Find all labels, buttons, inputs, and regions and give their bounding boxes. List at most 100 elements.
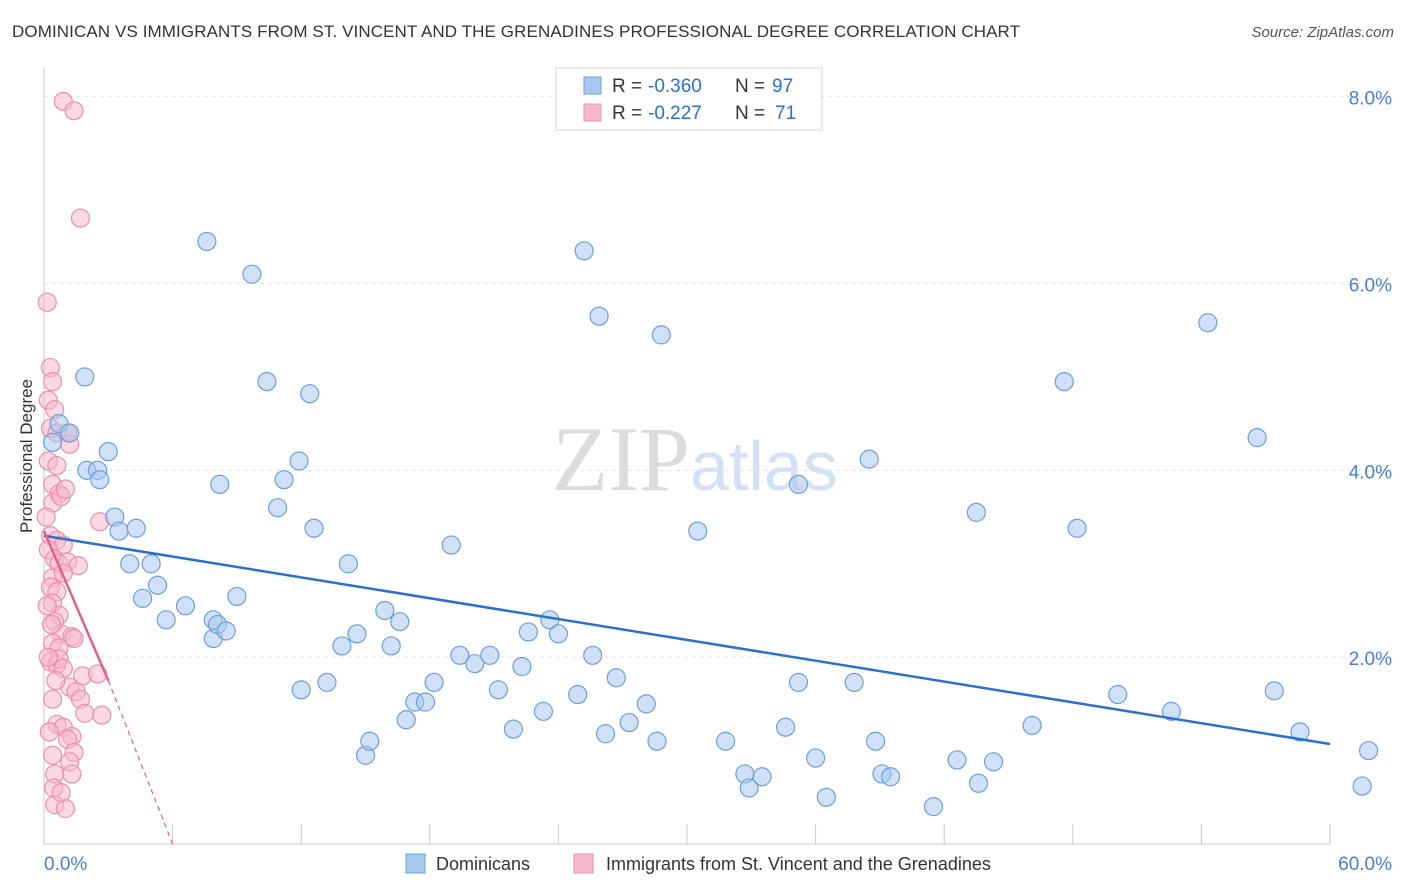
trend-line-immigrants bbox=[42, 530, 110, 682]
data-point-dominicans bbox=[966, 502, 986, 522]
data-point-dominicans bbox=[589, 306, 609, 326]
data-point-immigrants bbox=[55, 479, 76, 499]
stats-r-value-pink: -0.227 bbox=[648, 103, 702, 124]
stats-n-value-blue: 97 bbox=[772, 76, 793, 97]
data-point-dominicans bbox=[210, 474, 230, 494]
data-point-dominicans bbox=[647, 731, 667, 751]
y-tick-label: 6.0% bbox=[1349, 276, 1392, 297]
data-point-dominicans bbox=[688, 521, 708, 541]
data-point-dominicans bbox=[60, 423, 80, 443]
stats-n-label-pink: N = bbox=[735, 103, 765, 124]
watermark: ZIP atlas bbox=[552, 408, 838, 510]
data-point-dominicans bbox=[636, 694, 656, 714]
data-point-dominicans bbox=[156, 610, 176, 630]
data-point-dominicans bbox=[375, 600, 395, 621]
data-point-dominicans bbox=[90, 470, 110, 490]
data-point-immigrants bbox=[62, 764, 82, 784]
data-point-immigrants bbox=[46, 670, 66, 691]
data-point-dominicans bbox=[583, 645, 603, 665]
data-point-dominicans bbox=[533, 701, 553, 721]
data-point-dominicans bbox=[147, 575, 168, 595]
data-point-dominicans bbox=[1067, 518, 1087, 538]
data-point-dominicans bbox=[480, 645, 500, 665]
data-point-dominicans bbox=[606, 668, 626, 688]
stats-n-label-blue: N = bbox=[735, 76, 765, 97]
stats-r-value-blue: -0.360 bbox=[648, 76, 702, 97]
x-tick-label-min: 0.0% bbox=[44, 854, 87, 875]
stats-r-label-blue: R = bbox=[612, 76, 642, 97]
source-label: Source: ZipAtlas.com bbox=[1251, 24, 1394, 41]
data-point-immigrants bbox=[36, 507, 56, 527]
data-point-dominicans bbox=[968, 773, 989, 793]
series-legend: Dominicans Immigrants from St. Vincent a… bbox=[405, 853, 991, 874]
data-point-dominicans bbox=[503, 719, 523, 739]
y-tick-label: 2.0% bbox=[1349, 649, 1392, 670]
data-point-dominicans bbox=[450, 645, 470, 665]
data-point-immigrants bbox=[64, 101, 84, 121]
data-point-immigrants bbox=[75, 703, 95, 723]
data-point-immigrants bbox=[64, 628, 84, 649]
data-point-dominicans bbox=[1054, 371, 1074, 392]
data-point-dominicans bbox=[242, 264, 262, 284]
data-point-immigrants bbox=[70, 208, 91, 228]
stats-r-label-pink: R = bbox=[612, 103, 642, 124]
x-tick-labels: 0.0% 60.0% bbox=[44, 854, 1392, 875]
data-point-dominicans bbox=[42, 432, 63, 452]
stats-legend-swatch-pink bbox=[583, 103, 602, 122]
data-point-dominicans bbox=[651, 325, 671, 345]
data-point-dominicans bbox=[619, 712, 639, 733]
trend-lines bbox=[42, 530, 1331, 845]
data-point-immigrants bbox=[41, 614, 62, 635]
data-point-dominicans bbox=[805, 748, 826, 768]
data-point-immigrants bbox=[47, 456, 67, 476]
data-point-dominicans bbox=[816, 787, 836, 807]
data-point-dominicans bbox=[1198, 313, 1218, 333]
data-point-dominicans bbox=[947, 750, 967, 770]
data-point-dominicans bbox=[304, 518, 324, 538]
data-point-dominicans bbox=[568, 684, 588, 705]
data-point-dominicans bbox=[923, 797, 944, 817]
data-point-dominicans bbox=[1022, 715, 1042, 735]
data-point-dominicans bbox=[752, 767, 772, 787]
data-point-dominicans bbox=[548, 624, 569, 644]
data-point-dominicans bbox=[338, 554, 358, 574]
data-point-dominicans bbox=[257, 371, 277, 392]
data-point-dominicans bbox=[332, 636, 352, 656]
chart-title: DOMINICAN VS IMMIGRANTS FROM ST. VINCENT… bbox=[12, 22, 1021, 41]
data-point-dominicans bbox=[866, 731, 886, 751]
y-tick-label: 4.0% bbox=[1349, 462, 1392, 483]
data-point-immigrants bbox=[39, 722, 59, 742]
y-axis-label: Professional Degree bbox=[17, 379, 36, 533]
data-point-dominicans bbox=[381, 636, 401, 656]
stats-legend: R = -0.360 N = 97 R = -0.227 N = 71 bbox=[555, 67, 823, 131]
data-point-dominicans bbox=[518, 622, 538, 642]
data-point-dominicans bbox=[441, 535, 461, 555]
data-point-immigrants bbox=[38, 647, 58, 667]
data-point-dominicans bbox=[775, 717, 796, 737]
data-point-dominicans bbox=[227, 586, 247, 607]
legend-swatch-dominicans bbox=[405, 853, 426, 874]
x-tick-label-max: 60.0% bbox=[1338, 854, 1392, 875]
data-point-dominicans bbox=[390, 612, 410, 632]
stats-legend-swatch-blue bbox=[583, 76, 602, 95]
data-point-dominicans bbox=[291, 680, 311, 700]
legend-swatch-immigrants bbox=[573, 853, 594, 874]
data-point-dominicans bbox=[347, 624, 367, 644]
data-point-dominicans bbox=[274, 470, 294, 490]
data-point-immigrants bbox=[42, 371, 63, 392]
data-point-dominicans bbox=[465, 654, 485, 674]
data-point-dominicans bbox=[1352, 776, 1372, 796]
data-point-immigrants bbox=[51, 783, 71, 803]
watermark-atlas: atlas bbox=[690, 427, 838, 505]
data-point-dominicans bbox=[1358, 740, 1379, 761]
data-point-dominicans bbox=[268, 498, 288, 518]
data-point-dominicans bbox=[75, 367, 95, 387]
data-point-dominicans bbox=[197, 231, 217, 252]
data-point-dominicans bbox=[126, 518, 146, 538]
data-point-dominicans bbox=[512, 656, 532, 677]
data-point-dominicans bbox=[424, 672, 444, 692]
data-point-immigrants bbox=[42, 745, 63, 765]
y-tick-label: 8.0% bbox=[1349, 89, 1392, 110]
data-point-dominicans bbox=[132, 588, 153, 608]
